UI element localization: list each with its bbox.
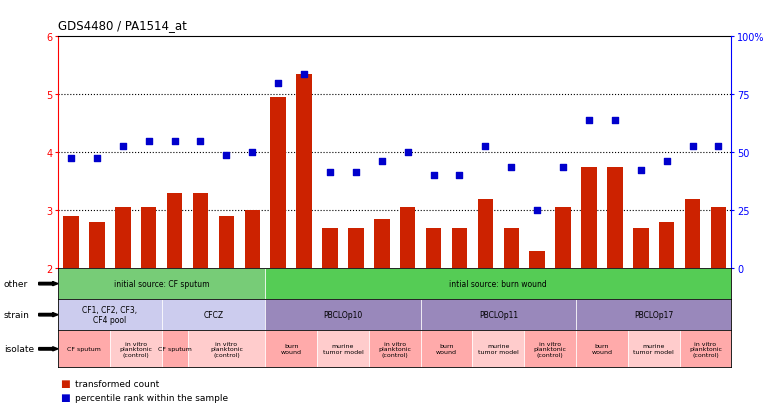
Text: ■: ■ [60, 378, 70, 388]
Point [142, 138, 155, 145]
Text: isolate: isolate [4, 344, 34, 354]
Bar [426, 228, 441, 268]
Bar [374, 219, 389, 268]
Bar [245, 211, 260, 268]
Text: other: other [4, 280, 28, 288]
Point [402, 150, 414, 156]
Point [505, 164, 518, 171]
Bar [581, 167, 597, 268]
Bar [711, 208, 726, 268]
Bar [63, 216, 79, 268]
Text: transformed count: transformed count [75, 379, 159, 388]
Bar [400, 208, 416, 268]
Bar [348, 228, 364, 268]
Bar [115, 208, 131, 268]
Text: strain: strain [4, 311, 29, 319]
Text: initial source: CF sputum: initial source: CF sputum [114, 280, 210, 288]
Text: CFCZ: CFCZ [204, 311, 224, 319]
Text: CF sputum: CF sputum [158, 347, 191, 351]
Bar [218, 216, 235, 268]
Bar [167, 193, 183, 268]
Bar [452, 228, 467, 268]
Text: in vitro
planktonic
(control): in vitro planktonic (control) [378, 341, 411, 357]
Point [454, 173, 466, 179]
Point [324, 170, 336, 176]
Bar [478, 199, 493, 268]
Text: intial source: burn wound: intial source: burn wound [450, 280, 547, 288]
Point [531, 207, 543, 214]
Text: in vitro
planktonic
(control): in vitro planktonic (control) [689, 341, 722, 357]
Text: CF1, CF2, CF3,
CF4 pool: CF1, CF2, CF3, CF4 pool [82, 305, 138, 325]
Text: ■: ■ [60, 392, 70, 402]
Point [427, 173, 440, 179]
Point [91, 155, 103, 162]
Point [660, 158, 673, 165]
Point [220, 152, 232, 159]
Text: PBCLOp17: PBCLOp17 [634, 311, 673, 319]
Point [194, 138, 207, 145]
Text: PBCLOp10: PBCLOp10 [324, 311, 362, 319]
Point [272, 80, 284, 87]
Bar [529, 251, 545, 268]
Bar [193, 193, 208, 268]
Bar [322, 228, 337, 268]
Point [687, 144, 699, 150]
Text: CF sputum: CF sputum [67, 347, 101, 351]
Point [246, 150, 259, 156]
Point [479, 144, 491, 150]
Point [557, 164, 570, 171]
Point [375, 158, 388, 165]
Point [298, 71, 310, 78]
Bar [685, 199, 700, 268]
Text: burn
wound: burn wound [591, 344, 612, 354]
Bar [270, 98, 286, 268]
Bar [633, 228, 649, 268]
Point [65, 155, 77, 162]
Text: murine
tumor model: murine tumor model [478, 344, 519, 354]
Text: burn
wound: burn wound [281, 344, 302, 354]
Text: burn
wound: burn wound [436, 344, 457, 354]
Bar [555, 208, 571, 268]
Bar [89, 222, 104, 268]
Text: percentile rank within the sample: percentile rank within the sample [75, 393, 228, 402]
Point [350, 170, 362, 176]
Text: in vitro
planktonic
(control): in vitro planktonic (control) [210, 341, 243, 357]
Bar [141, 208, 156, 268]
Bar [296, 75, 312, 268]
Point [169, 138, 181, 145]
Bar [504, 228, 519, 268]
Text: in vitro
planktonic
(control): in vitro planktonic (control) [119, 341, 152, 357]
Text: PBCLOp11: PBCLOp11 [479, 311, 518, 319]
Text: in vitro
planktonic
(control): in vitro planktonic (control) [533, 341, 567, 357]
Bar [607, 167, 622, 268]
Point [635, 167, 647, 173]
Bar [659, 222, 674, 268]
Point [117, 144, 129, 150]
Point [583, 118, 595, 124]
Text: GDS4480 / PA1514_at: GDS4480 / PA1514_at [58, 19, 187, 31]
Text: murine
tumor model: murine tumor model [323, 344, 363, 354]
Text: murine
tumor model: murine tumor model [633, 344, 674, 354]
Point [712, 144, 724, 150]
Point [608, 118, 621, 124]
